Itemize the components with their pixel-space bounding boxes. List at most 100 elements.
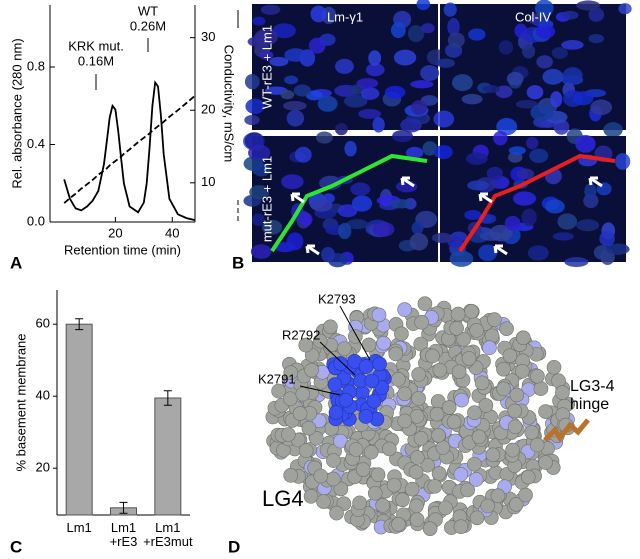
atom — [431, 428, 446, 443]
nucleus — [562, 67, 583, 85]
atom — [292, 406, 308, 421]
arrow — [290, 192, 305, 204]
arrow — [493, 244, 508, 256]
nucleus — [351, 195, 373, 212]
atom — [485, 447, 501, 463]
nucleus — [272, 23, 296, 39]
x-tick-label: 40 — [165, 225, 179, 240]
atom — [397, 302, 412, 317]
atom — [327, 377, 343, 392]
nucleus — [335, 58, 354, 74]
panel-label: D — [228, 537, 240, 556]
nucleus — [368, 50, 382, 66]
nucleus — [254, 28, 278, 46]
panel-label: B — [232, 253, 244, 272]
nucleus — [358, 108, 382, 119]
nucleus — [605, 243, 630, 255]
leader — [319, 341, 356, 376]
nucleus — [286, 109, 305, 127]
nucleus — [350, 182, 371, 196]
atom — [453, 467, 469, 482]
atom — [326, 453, 341, 468]
x-tick-label: 20 — [108, 225, 122, 240]
nucleus — [467, 180, 490, 191]
nucleus — [588, 33, 605, 44]
nucleus — [319, 175, 342, 191]
nucleus — [261, 219, 283, 235]
atom — [482, 340, 497, 356]
atom — [301, 420, 317, 436]
nucleus — [482, 85, 500, 94]
nucleus — [245, 98, 265, 115]
nucleus — [522, 44, 536, 59]
atom — [450, 306, 466, 322]
atom — [372, 356, 387, 372]
nucleus — [252, 16, 266, 26]
atom — [374, 380, 390, 395]
atom — [516, 330, 531, 346]
nucleus — [545, 199, 565, 214]
atom — [484, 328, 500, 344]
nucleus — [461, 93, 483, 105]
nucleus — [603, 122, 623, 138]
atom — [467, 405, 482, 420]
nucleus — [516, 168, 535, 180]
atom — [508, 497, 524, 512]
nucleus — [464, 209, 482, 220]
nucleus — [421, 23, 435, 34]
atom — [425, 348, 440, 364]
nucleus — [561, 40, 584, 50]
nucleus — [294, 146, 312, 163]
nucleus — [252, 213, 265, 227]
nucleus — [584, 183, 597, 200]
atom — [312, 333, 328, 349]
nucleus — [599, 231, 615, 247]
x-tick-label: Lm1 — [66, 520, 92, 535]
atom — [507, 419, 523, 435]
nucleus — [528, 13, 544, 25]
nucleus — [552, 232, 574, 241]
atom — [499, 321, 514, 336]
nucleus — [576, 219, 600, 232]
nucleus — [588, 7, 605, 22]
nucleus — [244, 74, 260, 90]
nucleus — [344, 140, 357, 157]
atom — [502, 348, 518, 363]
nucleus — [293, 84, 311, 97]
atom — [538, 455, 553, 470]
atom — [370, 467, 386, 482]
nucleus — [407, 25, 425, 43]
nucleus — [260, 4, 281, 15]
arrow — [588, 176, 603, 188]
y2-tick-label: 10 — [201, 174, 215, 189]
nucleus — [618, 3, 632, 15]
atom — [438, 500, 453, 516]
nucleus — [529, 148, 549, 163]
atom — [309, 430, 324, 446]
atom — [505, 442, 520, 458]
row-label: mut-rE3 + Lm1 — [259, 156, 274, 242]
atom — [446, 414, 462, 430]
atom — [394, 326, 409, 342]
nucleus — [409, 233, 429, 251]
atom — [364, 373, 380, 389]
nucleus — [493, 131, 508, 146]
nucleus — [280, 90, 295, 100]
arrow — [305, 244, 320, 256]
atom — [496, 381, 511, 397]
y-tick-label: 60 — [36, 316, 50, 331]
annotation: 0.16M — [78, 53, 114, 68]
nucleus — [436, 58, 455, 68]
error-bar — [119, 501, 128, 514]
nucleus — [422, 141, 438, 156]
atom — [371, 307, 387, 323]
y-tick-label: 0.8 — [27, 58, 45, 73]
annotation: KRK mut. — [68, 38, 124, 53]
nucleus — [411, 100, 428, 115]
y2-tick-label: 20 — [201, 102, 215, 117]
nucleus — [334, 123, 348, 136]
nucleus — [259, 50, 274, 60]
atom — [323, 319, 338, 335]
y2-axis-label: Conductivity, mS/cm — [222, 45, 237, 163]
